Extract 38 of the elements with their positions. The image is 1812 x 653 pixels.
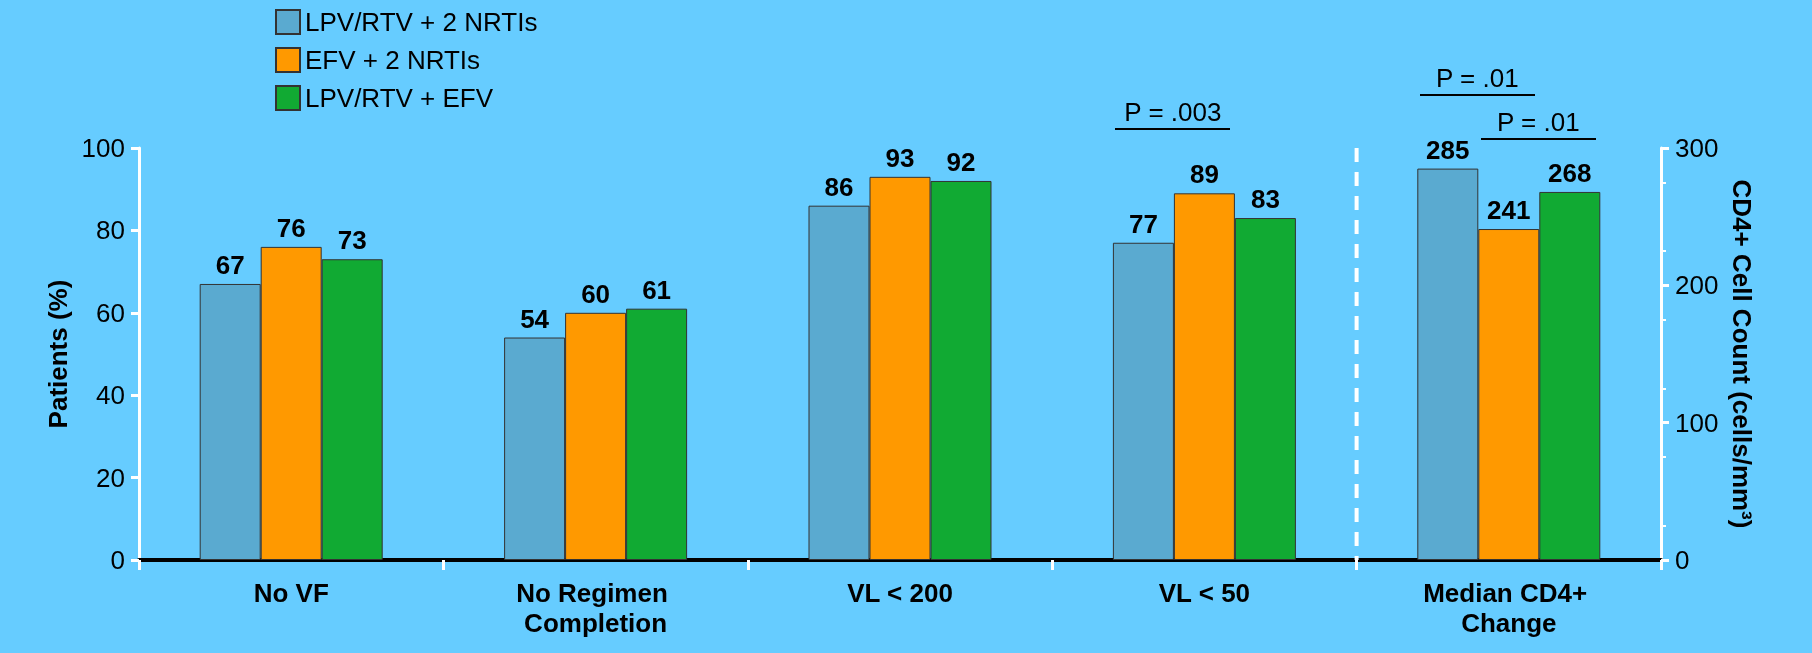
data-label: 83 xyxy=(1250,184,1280,215)
y-tick-label: 40 xyxy=(96,380,125,411)
legend-label: LPV/RTV + EFV xyxy=(305,83,494,113)
x-tick-label: No VF xyxy=(253,578,329,608)
data-label: 54 xyxy=(520,303,550,334)
x-tick-label: VL < 200 xyxy=(847,578,953,608)
y-tick-label: 80 xyxy=(96,215,125,246)
data-label: 268 xyxy=(1548,157,1592,188)
data-label: 76 xyxy=(276,212,306,243)
x-tick-label: Median CD4+ Change xyxy=(1423,578,1595,638)
data-label: 60 xyxy=(581,278,611,309)
data-label: 67 xyxy=(215,249,245,280)
data-label: 86 xyxy=(824,171,854,202)
legend-label: EFV + 2 NRTIs xyxy=(305,45,481,75)
data-label: 241 xyxy=(1487,195,1531,226)
data-label: 285 xyxy=(1426,134,1470,165)
text: P = .003 xyxy=(1124,97,1222,127)
data-label: 73 xyxy=(337,225,367,256)
text: P = .01 xyxy=(1435,63,1519,93)
x-tick-label: No Regimen Completion xyxy=(516,578,676,638)
data-label: 92 xyxy=(946,146,976,177)
y-tick-label: 20 xyxy=(96,462,125,493)
y2-tick-label: 200 xyxy=(1675,270,1719,301)
y-tick-label: 60 xyxy=(96,297,125,328)
text: P = .01 xyxy=(1496,107,1580,137)
y2-tick-label: 300 xyxy=(1675,133,1719,163)
y2-tick-label: 0 xyxy=(1675,545,1690,575)
y2-tick-label: 100 xyxy=(1675,407,1719,438)
data-label: 89 xyxy=(1189,159,1219,190)
data-label: 93 xyxy=(885,142,915,173)
y-tick-label: 100 xyxy=(81,133,125,163)
data-label: 77 xyxy=(1128,208,1158,239)
y-tick-label: 0 xyxy=(110,545,125,575)
legend-label: LPV/RTV + 2 NRTIs xyxy=(305,7,538,37)
y2-axis-title: CD4+ Cell Count (cells/mm³) xyxy=(1727,179,1758,529)
data-label: 61 xyxy=(642,274,672,305)
x-tick-label: VL < 50 xyxy=(1158,578,1251,608)
y-axis-title: Patients (%) xyxy=(42,279,73,429)
